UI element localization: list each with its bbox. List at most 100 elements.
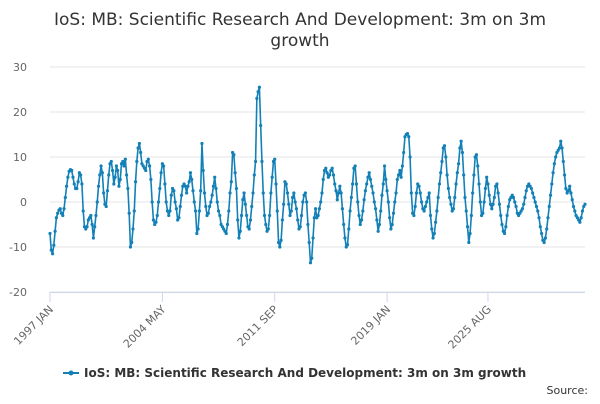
data-point[interactable] [532, 195, 536, 200]
data-point[interactable] [437, 182, 442, 186]
data-point[interactable] [386, 200, 390, 204]
data-point[interactable] [128, 245, 133, 249]
data-point[interactable] [79, 173, 83, 177]
data-point[interactable] [500, 222, 504, 227]
data-point[interactable] [398, 168, 402, 173]
data-point[interactable] [405, 132, 410, 136]
data-point[interactable] [449, 202, 453, 206]
credits-text[interactable]: Source: [547, 384, 589, 397]
data-point[interactable] [215, 200, 219, 204]
data-point[interactable] [112, 182, 116, 186]
data-point[interactable] [367, 171, 371, 175]
data-point[interactable] [389, 227, 393, 231]
data-point[interactable] [490, 207, 494, 211]
data-point[interactable] [538, 225, 542, 229]
data-point[interactable] [301, 200, 305, 204]
data-point[interactable] [354, 182, 359, 186]
data-point[interactable] [483, 186, 488, 191]
data-point[interactable] [382, 164, 387, 168]
data-point[interactable] [136, 146, 140, 150]
data-point[interactable] [164, 200, 168, 204]
data-point[interactable] [95, 200, 99, 204]
data-point[interactable] [583, 202, 587, 206]
data-point[interactable] [169, 193, 173, 197]
data-point[interactable] [227, 209, 231, 213]
data-point[interactable] [276, 240, 281, 245]
data-point[interactable] [551, 171, 555, 175]
data-point[interactable] [368, 177, 373, 182]
data-point[interactable] [204, 204, 208, 209]
data-point[interactable] [533, 200, 537, 204]
data-point[interactable] [348, 209, 352, 213]
data-point[interactable] [325, 171, 329, 175]
data-point[interactable] [168, 209, 172, 213]
data-point[interactable] [317, 207, 322, 211]
data-point[interactable] [548, 193, 553, 197]
data-point[interactable] [245, 213, 249, 218]
data-point[interactable] [371, 191, 375, 195]
data-point[interactable] [312, 216, 316, 220]
data-point[interactable] [214, 186, 218, 191]
data-point[interactable] [502, 231, 507, 236]
data-point[interactable] [400, 164, 405, 168]
data-point[interactable] [370, 184, 374, 188]
data-point[interactable] [305, 200, 309, 204]
data-point[interactable] [123, 157, 127, 161]
data-point[interactable] [216, 209, 221, 213]
data-point[interactable] [56, 211, 60, 215]
data-point[interactable] [266, 227, 270, 231]
data-point[interactable] [377, 222, 382, 227]
data-point[interactable] [62, 207, 66, 211]
data-point[interactable] [109, 159, 113, 164]
data-point[interactable] [481, 211, 485, 215]
data-point[interactable] [308, 261, 313, 265]
data-point[interactable] [356, 200, 360, 204]
data-point[interactable] [93, 225, 97, 229]
data-point[interactable] [569, 191, 573, 195]
data-point[interactable] [91, 236, 96, 240]
data-point[interactable] [478, 200, 482, 204]
data-point[interactable] [294, 207, 299, 211]
data-point[interactable] [409, 191, 413, 195]
data-point[interactable] [137, 141, 141, 146]
data-point[interactable] [328, 173, 332, 177]
data-point[interactable] [491, 202, 495, 206]
data-point[interactable] [53, 229, 57, 233]
data-point[interactable] [98, 173, 102, 177]
data-point[interactable] [135, 159, 139, 164]
data-point[interactable] [456, 162, 461, 166]
data-point[interactable] [50, 252, 55, 256]
data-point[interactable] [125, 173, 129, 177]
data-point[interactable] [333, 182, 337, 186]
data-point[interactable] [303, 191, 307, 195]
data-point[interactable] [347, 227, 351, 231]
data-point[interactable] [388, 216, 392, 220]
data-point[interactable] [469, 213, 473, 218]
data-point[interactable] [158, 186, 162, 191]
data-point[interactable] [279, 238, 283, 242]
data-point[interactable] [413, 204, 417, 209]
data-point[interactable] [560, 146, 564, 150]
data-point[interactable] [492, 195, 496, 200]
data-point[interactable] [573, 209, 577, 213]
data-point[interactable] [262, 213, 267, 218]
data-point[interactable] [293, 200, 297, 204]
data-point[interactable] [446, 186, 450, 191]
data-point[interactable] [52, 243, 56, 247]
data-point[interactable] [343, 236, 347, 240]
data-point[interactable] [104, 204, 108, 209]
data-point[interactable] [89, 213, 93, 218]
data-point[interactable] [253, 159, 258, 164]
data-point[interactable] [243, 202, 247, 206]
data-point[interactable] [534, 204, 539, 209]
data-point[interactable] [379, 209, 383, 213]
data-point[interactable] [85, 225, 89, 229]
data-point[interactable] [127, 211, 131, 215]
data-point[interactable] [117, 184, 121, 188]
data-point[interactable] [471, 191, 475, 195]
data-point[interactable] [291, 195, 295, 200]
data-point[interactable] [395, 177, 399, 182]
data-point[interactable] [335, 198, 339, 202]
data-point[interactable] [199, 189, 203, 193]
data-point[interactable] [237, 236, 241, 240]
